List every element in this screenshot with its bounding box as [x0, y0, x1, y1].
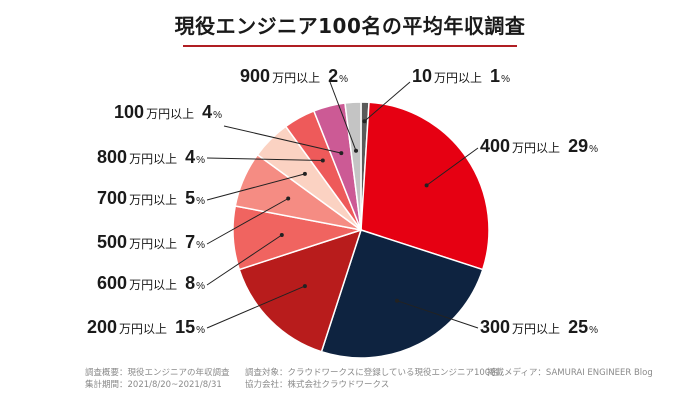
footer-right: 掲載メディア：SAMURAI ENGINEER Blog	[487, 367, 653, 379]
leader-dot-500	[286, 196, 291, 201]
leader-line-200	[206, 285, 306, 329]
chart-title: 現役エンジニア100名の平均年収調査	[174, 14, 526, 38]
slice-label-300: 300 万円以上 25%	[480, 317, 598, 337]
leader-line-300	[396, 300, 479, 329]
leader-line-800	[206, 157, 323, 161]
slice-label-10: 10 万円以上 1%	[412, 66, 510, 86]
leader-dot-700	[302, 171, 307, 176]
leader-line-900	[329, 81, 357, 151]
footer-middle: 調査対象：クラウドワークスに登録している現役エンジニア100名 協力会社：株式会…	[245, 367, 499, 391]
slice-label-500: 500 万円以上 7%	[97, 232, 205, 252]
footer-left: 調査概要：現役エンジニアの年収調査 集計期間：2021/8/20~2021/8/…	[85, 367, 230, 391]
media-name: 掲載メディア：SAMURAI ENGINEER Blog	[487, 368, 653, 378]
leader-dot-10	[362, 119, 367, 124]
slice-label-400: 400 万円以上 29%	[480, 136, 598, 156]
leader-line-700	[206, 173, 306, 201]
slice-label-200: 200 万円以上 15%	[87, 317, 205, 337]
survey-target: 調査対象：クラウドワークスに登録している現役エンジニア100名	[245, 368, 499, 378]
slice-label-700: 700 万円以上 5%	[97, 188, 205, 208]
leader-line-100	[223, 125, 342, 154]
leader-dot-400	[424, 183, 429, 188]
leader-dot-900	[354, 148, 358, 153]
survey-period: 集計期間：2021/8/20~2021/8/31	[85, 380, 222, 390]
leader-dot-600	[279, 233, 284, 237]
pie-slice-300	[320, 229, 484, 359]
slice-label-900: 900 万円以上 2%	[240, 66, 348, 86]
leader-line-10	[364, 81, 411, 122]
cooperation-company: 協力会社：株式会社クラウドワークス	[245, 380, 390, 390]
leader-dot-300	[395, 298, 399, 303]
slice-label-100: 100 万円以上 4%	[114, 102, 222, 122]
leader-dot-100	[339, 151, 344, 156]
leader-line-500	[206, 198, 289, 245]
leader-dot-200	[302, 284, 307, 289]
pie-slice-900	[344, 101, 362, 231]
leader-line-600	[206, 234, 283, 286]
leader-line-400	[426, 147, 479, 186]
title-underline	[183, 45, 517, 47]
slice-label-800: 800 万円以上 4%	[97, 147, 205, 167]
survey-summary: 調査概要：現役エンジニアの年収調査	[85, 368, 230, 378]
leader-dot-800	[320, 158, 325, 163]
slice-label-600: 600 万円以上 8%	[97, 273, 205, 293]
